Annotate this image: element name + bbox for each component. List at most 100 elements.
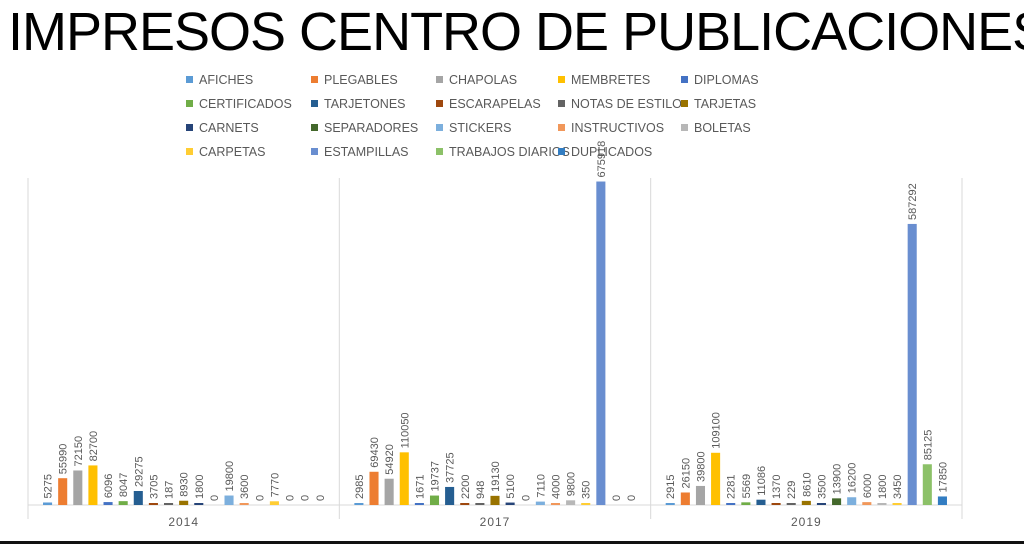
legend-swatch [311, 124, 318, 132]
bar-certificados-2014 [118, 501, 128, 505]
bar-diplomas-2014 [103, 502, 113, 505]
legend-swatch [681, 76, 688, 84]
legend-item-carnets: CARNETS [186, 121, 259, 135]
data-label: 109100 [711, 412, 723, 449]
legend-swatch [558, 76, 565, 84]
data-label: 19800 [224, 461, 236, 492]
legend-item-certificados: CERTIFICADOS [186, 97, 292, 111]
legend-swatch [436, 124, 443, 132]
bar-tarjetas-2014 [179, 500, 189, 505]
bar-escarapelas-2019 [771, 503, 781, 505]
data-label: 13900 [832, 464, 844, 495]
data-label: 229 [786, 481, 798, 499]
bar-tarjetones-2019 [756, 499, 766, 505]
legend-label: CARNETS [199, 121, 259, 135]
data-label: 1800 [877, 475, 889, 499]
legend-label: CERTIFICADOS [199, 97, 292, 111]
legend-label: TARJETONES [324, 97, 406, 111]
data-label: 3500 [816, 475, 828, 499]
legend-item-membretes: MEMBRETES [558, 73, 650, 87]
data-label: 8047 [118, 473, 130, 497]
legend-swatch [186, 100, 193, 108]
legend-swatch [311, 148, 318, 156]
data-label: 5100 [505, 474, 517, 498]
legend-item-duplicados: DUPLICADOS [558, 145, 652, 159]
legend-label: TARJETAS [694, 97, 757, 111]
bar-boletas-2019 [877, 503, 887, 505]
data-label: 11086 [756, 466, 768, 496]
legend-swatch [681, 124, 688, 132]
bar-certificados-2017 [429, 495, 440, 505]
legend-item-chapolas: CHAPOLAS [436, 73, 517, 87]
bar-separadores-2019 [832, 498, 842, 505]
bar-instructivos-2014 [239, 503, 249, 505]
legend-label: MEMBRETES [571, 73, 651, 87]
data-label: 0 [611, 495, 623, 501]
data-label: 55990 [58, 444, 70, 475]
bar-stickers-2017 [535, 501, 545, 505]
bar-plegables-2019 [680, 492, 690, 505]
legend-label: CARPETAS [199, 145, 266, 159]
data-label: 69430 [369, 437, 381, 468]
data-label: 187 [164, 481, 176, 499]
data-label: 675918 [596, 141, 608, 178]
data-label: 350 [581, 481, 593, 499]
legend-item-escarapelas: ESCARAPELAS [436, 97, 541, 111]
bar-carnets-2017 [505, 502, 515, 505]
data-label: 54920 [384, 444, 396, 475]
bar-notas-de-estilo-2019 [786, 503, 796, 505]
bar-tarjetones-2017 [445, 486, 455, 505]
data-label: 948 [475, 481, 487, 499]
legend-item-plegables: PLEGABLES [311, 73, 398, 87]
bar-trabajos-diarios-2019 [922, 464, 932, 505]
legend-label: STICKERS [449, 121, 512, 135]
data-label: 9800 [566, 472, 578, 496]
data-label: 72150 [73, 436, 85, 467]
bar-carnets-2019 [816, 503, 826, 505]
bar-carnets-2014 [194, 503, 204, 505]
data-label: 7110 [535, 474, 547, 498]
data-label: 4000 [550, 475, 562, 499]
data-label: 1370 [771, 475, 783, 499]
data-label: 1800 [194, 475, 206, 499]
data-label: 3705 [148, 475, 160, 499]
data-label: 5569 [741, 474, 753, 498]
legend-label: TRABAJOS DIARIOS [449, 145, 570, 159]
legend-label: NOTAS DE ESTILO [571, 97, 682, 111]
legend-item-trabajos-diarios: TRABAJOS DIARIOS [436, 145, 570, 159]
data-label: 3450 [892, 475, 904, 499]
bar-escarapelas-2014 [148, 503, 158, 505]
bar-tarjetones-2014 [133, 490, 143, 505]
bar-notas-de-estilo-2017 [475, 503, 485, 505]
data-label: 2281 [726, 475, 738, 499]
data-label: 0 [254, 495, 266, 501]
bar-carpetas-2017 [581, 503, 591, 505]
category-label: 2014 [168, 515, 199, 529]
bottom-divider [0, 541, 1024, 544]
legend-item-instructivos: INSTRUCTIVOS [558, 121, 664, 135]
bar-certificados-2019 [741, 502, 751, 505]
bar-estampillas-2019 [907, 223, 917, 505]
data-label: 587292 [907, 183, 919, 220]
bar-escarapelas-2017 [460, 503, 470, 505]
legend-label: CHAPOLAS [449, 73, 518, 87]
legend-swatch [311, 76, 318, 84]
legend-label: BOLETAS [694, 121, 751, 135]
bar-chapolas-2014 [73, 470, 83, 505]
legend-swatch [311, 100, 318, 108]
legend-item-estampillas: ESTAMPILLAS [311, 145, 409, 159]
bar-stickers-2019 [847, 497, 857, 505]
legend-label: DIPLOMAS [694, 73, 759, 87]
legend-item-stickers: STICKERS [436, 121, 512, 135]
legend-label: ESCARAPELAS [449, 97, 541, 111]
legend-item-diplomas: DIPLOMAS [681, 73, 759, 87]
page-title: IMPRESOS CENTRO DE PUBLICACIONES [8, 2, 1024, 62]
bar-diplomas-2019 [726, 503, 736, 505]
bar-tarjetas-2017 [490, 495, 500, 505]
data-label: 2985 [354, 475, 366, 499]
legend-item-notas-de-estilo: NOTAS DE ESTILO [558, 97, 682, 111]
legend-label: SEPARADORES [324, 121, 419, 135]
bar-instructivos-2019 [862, 502, 872, 505]
data-label: 1671 [414, 475, 426, 499]
